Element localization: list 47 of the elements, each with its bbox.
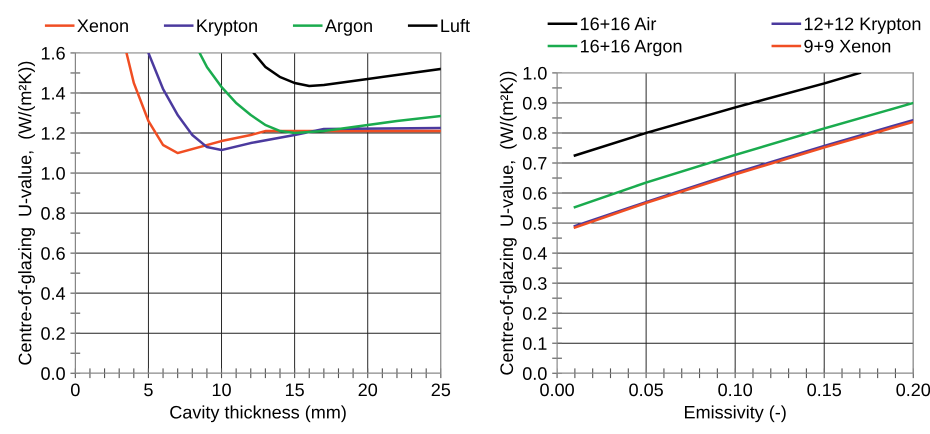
y-tick-label: 0.5: [522, 217, 547, 230]
x-tick-label: 10: [212, 383, 231, 396]
legend-label: Luft: [441, 18, 470, 32]
y-tick-label: 1.4: [42, 87, 66, 100]
line-series: [574, 72, 862, 157]
legend-label: 9+9 Xenon: [804, 40, 890, 53]
y-tick-label: 1.6: [42, 46, 65, 60]
x-axis-title: Cavity thickness (mm): [170, 405, 346, 422]
x-tick-label: 0.00: [540, 383, 574, 396]
y-tick-label: 0.6: [522, 186, 547, 200]
x-tick-label: 20: [358, 383, 378, 396]
legend-label: 12+12 Krypton: [804, 17, 920, 34]
y-tick-label: 0.2: [522, 307, 546, 320]
y-tick-label: 0.8: [41, 207, 65, 220]
y-tick-label: 0.4: [522, 247, 547, 260]
y-axis-title: Centre-of-glazing U-value, (W/(m²K)): [500, 72, 517, 375]
y-tick-label: 1.2: [42, 126, 65, 140]
y-tick-label: 0.4: [41, 287, 66, 300]
x-tick-label: 0.10: [718, 383, 752, 396]
x-tick-label: 0: [71, 383, 80, 396]
legend-label: 16+16 Air: [580, 16, 656, 30]
legend-label: 16+16 Argon: [580, 40, 682, 56]
legend-label: Xenon: [77, 20, 128, 32]
y-tick-label: 0.0: [522, 367, 547, 380]
x-axis-title: Emissivity (-): [684, 405, 786, 422]
y-axis-title: Centre-of-glazing U-value, (W/(m²K)): [18, 62, 35, 365]
line-series: [574, 102, 914, 208]
x-tick-label: 0.15: [807, 383, 842, 396]
y-tick-label: 0.8: [522, 126, 547, 140]
x-tick-label: 25: [432, 383, 450, 396]
y-tick-label: 1.0: [42, 166, 65, 180]
x-tick-label: 15: [286, 384, 304, 396]
x-tick-label: 5: [144, 384, 153, 396]
y-tick-label: 0.1: [522, 337, 546, 350]
y-tick-label: 0.9: [522, 96, 546, 110]
legend-label: Krypton: [197, 20, 257, 36]
x-tick-label: 0.05: [629, 383, 663, 396]
y-tick-label: 0.7: [522, 156, 546, 170]
y-tick-label: 1.0: [524, 66, 547, 80]
x-tick-label: 0.20: [896, 383, 930, 396]
line-series: [198, 52, 441, 134]
line-series: [252, 52, 441, 88]
y-tick-label: 0.6: [41, 247, 65, 260]
y-tick-label: 0.3: [522, 277, 547, 290]
legend-label: Argon: [324, 20, 372, 36]
y-tick-label: 0.2: [41, 327, 65, 340]
y-tick-label: 0.0: [41, 367, 65, 380]
